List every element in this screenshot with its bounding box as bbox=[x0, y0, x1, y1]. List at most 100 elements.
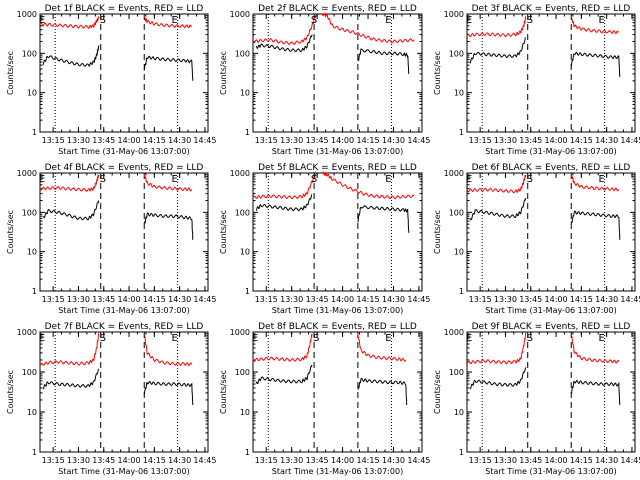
x-tick-label: 14:15 bbox=[357, 295, 380, 304]
x-tick-label: 14:30 bbox=[382, 456, 405, 465]
panel-title: Det 3f BLACK = Events, RED = LLD bbox=[472, 4, 631, 14]
x-tick-label: 13:45 bbox=[306, 456, 329, 465]
x-tick-label: 14:45 bbox=[193, 456, 216, 465]
lld-series-line bbox=[143, 174, 193, 192]
x-axis-label: Start Time (31-May-06 13:07:00) bbox=[272, 467, 403, 476]
events-series-line bbox=[143, 380, 194, 406]
y-tick-label: 1000 bbox=[444, 10, 464, 19]
lld-series-line bbox=[570, 173, 620, 192]
y-axis-label: Counts/sec bbox=[433, 370, 442, 414]
panel-title: Det 9f BLACK = Events, RED = LLD bbox=[472, 322, 631, 332]
x-tick-label: 13:15 bbox=[469, 456, 492, 465]
interval-marker-label: E bbox=[598, 333, 604, 344]
y-axis-label: Counts/sec bbox=[433, 51, 442, 95]
x-tick-label: 13:15 bbox=[255, 136, 278, 145]
interval-marker-label: E bbox=[385, 333, 391, 344]
interval-marker-label: E bbox=[39, 174, 45, 185]
interval-marker-label: E bbox=[385, 15, 391, 26]
interval-marker-label: S bbox=[100, 333, 106, 344]
x-tick-label: 13:45 bbox=[519, 456, 542, 465]
interval-marker-label: E bbox=[171, 174, 177, 185]
interval-marker-label: S bbox=[100, 174, 106, 185]
panel-det-6f: Det 6f BLACK = Events, RED = LLD 1 10 100 10… bbox=[433, 163, 640, 315]
panel-det-3f: Det 3f BLACK = Events, RED = LLD 1 10 100 10… bbox=[433, 4, 640, 156]
x-tick-label: 13:45 bbox=[306, 136, 329, 145]
y-tick-label: 10 bbox=[27, 408, 37, 417]
x-tick-label: 13:15 bbox=[255, 295, 278, 304]
x-tick-label: 13:15 bbox=[42, 456, 65, 465]
x-tick-label: 14:30 bbox=[595, 136, 618, 145]
lld-series-line bbox=[321, 171, 415, 200]
lld-series-line bbox=[39, 332, 99, 367]
y-tick-label: 1000 bbox=[17, 10, 37, 19]
x-tick-label: 14:15 bbox=[570, 136, 593, 145]
panel-title: Det 7f BLACK = Events, RED = LLD bbox=[45, 322, 204, 332]
x-tick-label: 14:30 bbox=[168, 456, 191, 465]
y-tick-label: 100 bbox=[235, 208, 250, 217]
interval-marker-label: S bbox=[311, 174, 317, 185]
interval-marker-label: E bbox=[598, 174, 604, 185]
x-tick-label: 13:15 bbox=[255, 456, 278, 465]
events-series-line bbox=[143, 55, 194, 81]
x-axis-label: Start Time (31-May-06 13:07:00) bbox=[485, 147, 616, 156]
events-series-line bbox=[42, 200, 100, 221]
x-tick-label: 14:00 bbox=[118, 295, 141, 304]
lld-series-line bbox=[252, 333, 313, 362]
plot-frame bbox=[466, 172, 636, 292]
plot-frame bbox=[39, 172, 209, 292]
y-tick-label: 1 bbox=[459, 287, 464, 296]
events-series-line bbox=[571, 380, 621, 406]
x-tick-label: 13:45 bbox=[92, 136, 115, 145]
x-axis-label: Start Time (31-May-06 13:07:00) bbox=[58, 147, 189, 156]
x-tick-label: 14:15 bbox=[570, 456, 593, 465]
y-axis-label: Counts/sec bbox=[6, 370, 15, 414]
panel-det-1f: Det 1f BLACK = Events, RED = LLD 1 10 100 10… bbox=[6, 4, 216, 156]
panel-det-7f: Det 7f BLACK = Events, RED = LLD 1 10 100 10… bbox=[6, 322, 216, 476]
lld-series-line bbox=[252, 171, 317, 200]
interval-marker-label: E bbox=[252, 333, 258, 344]
plot-frame bbox=[252, 331, 423, 453]
x-tick-label: 13:45 bbox=[92, 456, 115, 465]
events-series-line bbox=[469, 37, 526, 64]
panel-det-2f: Det 2f BLACK = Events, RED = LLD 1 10 100 10… bbox=[219, 4, 430, 156]
events-series-line bbox=[570, 51, 621, 78]
y-axis-label: Counts/sec bbox=[6, 210, 15, 254]
lld-series-line bbox=[466, 332, 527, 365]
x-tick-label: 13:30 bbox=[280, 456, 303, 465]
interval-marker-label: E bbox=[466, 15, 472, 26]
x-tick-label: 14:15 bbox=[570, 295, 593, 304]
x-tick-label: 14:30 bbox=[595, 295, 618, 304]
events-series-line bbox=[469, 197, 527, 221]
events-series-line bbox=[43, 368, 100, 390]
x-tick-label: 13:45 bbox=[306, 295, 329, 304]
interval-marker-label: S bbox=[527, 15, 533, 26]
x-tick-label: 14:45 bbox=[620, 456, 640, 465]
x-tick-label: 14:45 bbox=[620, 136, 640, 145]
events-series-line bbox=[255, 34, 313, 53]
events-series-line bbox=[469, 367, 527, 390]
x-tick-label: 14:45 bbox=[407, 295, 430, 304]
x-tick-label: 14:15 bbox=[143, 295, 166, 304]
y-axis-label: Counts/sec bbox=[433, 210, 442, 254]
lld-series-line bbox=[252, 13, 317, 46]
y-tick-label: 1000 bbox=[444, 328, 464, 337]
y-axis-label: Counts/sec bbox=[6, 51, 15, 95]
x-tick-label: 13:15 bbox=[42, 295, 65, 304]
x-tick-label: 14:00 bbox=[118, 136, 141, 145]
y-tick-label: 10 bbox=[454, 408, 464, 417]
x-tick-label: 13:30 bbox=[67, 295, 90, 304]
x-tick-label: 14:15 bbox=[357, 456, 380, 465]
x-tick-label: 14:00 bbox=[545, 456, 568, 465]
y-tick-label: 1 bbox=[459, 128, 464, 137]
lld-series-line bbox=[143, 16, 192, 29]
y-tick-label: 10 bbox=[454, 89, 464, 98]
x-tick-label: 14:45 bbox=[407, 456, 430, 465]
x-tick-label: 14:00 bbox=[545, 295, 568, 304]
events-series-line bbox=[255, 364, 313, 385]
interval-marker-label: E bbox=[171, 333, 177, 344]
events-series-line bbox=[357, 205, 410, 233]
interval-marker-label: S bbox=[311, 15, 317, 26]
x-tick-label: 14:30 bbox=[382, 136, 405, 145]
x-tick-label: 14:45 bbox=[193, 295, 216, 304]
